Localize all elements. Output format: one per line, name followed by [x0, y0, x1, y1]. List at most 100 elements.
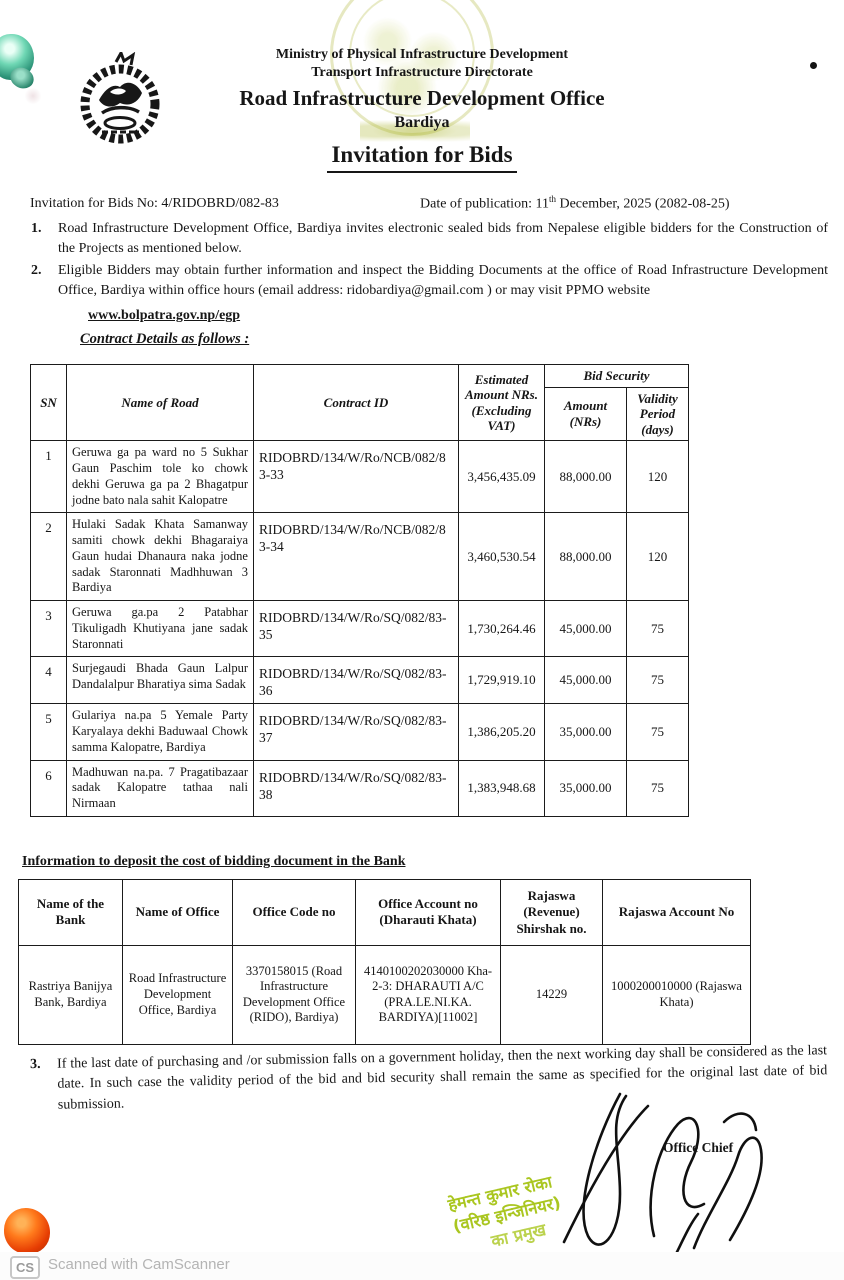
- cell-bid-security-amount: 45,000.00: [544, 656, 627, 705]
- cell-contract-id: RIDOBRD/134/W/Ro/SQ/082/83- 35: [253, 600, 459, 658]
- cell-estimated-amount: 3,460,530.54: [458, 512, 545, 602]
- clause-3-number: 3.: [29, 1056, 41, 1073]
- cell-validity-period: 75: [626, 600, 689, 658]
- clause-1: 1. Road Infrastructure Development Offic…: [0, 219, 844, 260]
- cell-sn: 1: [30, 440, 67, 514]
- cell-road-name: Gulariya na.pa 5 Yemale Party Karyalaya …: [66, 703, 254, 761]
- header-rajaswa-account: Rajaswa Account No: [602, 879, 751, 946]
- office-place: Bardiya: [394, 114, 450, 132]
- header-office-name: Name of Office: [122, 879, 233, 946]
- contract-row: 5 Gulariya na.pa 5 Yemale Party Karyalay…: [30, 703, 689, 761]
- red-pushpin: [4, 1208, 50, 1254]
- cell-sn: 5: [30, 703, 67, 761]
- cell-bid-security-amount: 35,000.00: [544, 703, 627, 761]
- cell-bank-name: Rastriya Banijya Bank, Bardiya: [18, 944, 123, 1045]
- cell-contract-id: RIDOBRD/134/W/Ro/NCB/082/8 3-34: [253, 512, 459, 602]
- cell-validity-period: 75: [626, 759, 689, 817]
- camscanner-label: Scanned with CamScanner: [48, 1256, 230, 1273]
- cell-road-name: Madhuwan na.pa. 7 Pragatibazaar sadak Ka…: [66, 759, 254, 817]
- cell-bid-security-amount: 88,000.00: [544, 440, 627, 514]
- bank-table-grid: Name of the Bank Name of Office Office C…: [18, 879, 751, 1045]
- header-contract-id: Contract ID: [253, 363, 459, 442]
- bank-row: Rastriya Banijya Bank, Bardiya Road Infr…: [18, 944, 751, 1045]
- publication-date-label: Date of publication: 11: [420, 196, 549, 212]
- bank-table-body: Rastriya Banijya Bank, Bardiya Road Infr…: [18, 944, 751, 1045]
- bank-section-title: Information to deposit the cost of biddi…: [22, 854, 406, 869]
- cell-sn: 4: [30, 656, 67, 705]
- handwritten-signature: [562, 1092, 763, 1260]
- clause-2-text: Eligible Bidders may obtain further info…: [58, 263, 828, 299]
- header-office-account: Office Account no (Dharauti Khata): [355, 879, 501, 946]
- header-bank-name: Name of the Bank: [18, 879, 123, 946]
- office-chief-label: Office Chief: [663, 1140, 734, 1155]
- clause-1-number: 1.: [31, 221, 42, 236]
- bid-number: Invitation for Bids No: 4/RIDOBRD/082-83: [30, 196, 279, 211]
- paper-smudge: [24, 88, 42, 104]
- cell-estimated-amount: 1,383,948.68: [458, 759, 545, 817]
- cell-bid-security-amount: 88,000.00: [544, 512, 627, 602]
- cell-estimated-amount: 1,386,205.20: [458, 703, 545, 761]
- ink-speck: [810, 62, 817, 69]
- bank-table-header: Name of the Bank Name of Office Office C…: [18, 879, 751, 946]
- cell-office-name: Road Infrastructure Development Office, …: [122, 944, 233, 1045]
- cell-contract-id: RIDOBRD/134/W/Ro/SQ/082/83- 37: [253, 703, 459, 761]
- publication-date-value: December, 2025 (2082-08-25): [555, 196, 730, 212]
- contracts-table-body: 1 Geruwa ga pa ward no 5 Sukhar Gaun Pas…: [30, 440, 689, 817]
- cell-contract-id: RIDOBRD/134/W/Ro/NCB/082/8 3-33: [253, 440, 459, 514]
- ppmo-website-url: www.bolpatra.gov.np/egp: [88, 308, 241, 323]
- cell-estimated-amount: 3,456,435.09: [458, 440, 545, 514]
- contract-row: 1 Geruwa ga pa ward no 5 Sukhar Gaun Pas…: [30, 440, 689, 514]
- cell-validity-period: 75: [626, 703, 689, 761]
- nepal-emblem-logo: [80, 52, 160, 144]
- office-name: Road Infrastructure Development Office: [239, 86, 605, 110]
- faint-office-stamp-inner: [349, 0, 475, 117]
- camscanner-icon: CS: [10, 1256, 40, 1279]
- cell-sn: 6: [30, 759, 67, 817]
- contracts-table-header: SN Name of Road Contract ID Estimated Am…: [30, 363, 689, 442]
- cell-sn: 2: [30, 512, 67, 602]
- clause-2-number: 2.: [31, 263, 42, 278]
- cell-road-name: Geruwa ga.pa 2 Patabhar Tikuligadh Khuti…: [66, 600, 254, 658]
- cell-sn: 3: [30, 600, 67, 658]
- contracts-table: SN Name of Road Contract ID Estimated Am…: [30, 363, 689, 817]
- header-security-amount: Amount (NRs): [544, 386, 627, 442]
- cell-bid-security-amount: 45,000.00: [544, 600, 627, 658]
- ministry-name: Ministry of Physical Infrastructure Deve…: [275, 47, 569, 62]
- camscanner-bar: CS Scanned with CamScanner: [0, 1252, 844, 1280]
- contracts-table-grid: SN Name of Road Contract ID Estimated Am…: [30, 363, 689, 817]
- header-office-code: Office Code no: [232, 879, 356, 946]
- cell-validity-period: 75: [626, 656, 689, 705]
- contract-row: 6 Madhuwan na.pa. 7 Pragatibazaar sadak …: [30, 759, 689, 817]
- cell-validity-period: 120: [626, 512, 689, 602]
- clause-2: 2. Eligible Bidders may obtain further i…: [0, 261, 844, 302]
- cell-rajaswa-account: 1000200010000 (Rajaswa Khata): [602, 944, 751, 1045]
- faint-stamp-blotch: [360, 118, 470, 144]
- cell-road-name: Geruwa ga pa ward no 5 Sukhar Gaun Pasch…: [66, 440, 254, 514]
- header-sn: SN: [30, 363, 67, 442]
- cell-estimated-amount: 1,729,919.10: [458, 656, 545, 705]
- cell-contract-id: RIDOBRD/134/W/Ro/SQ/082/83- 36: [253, 656, 459, 705]
- header-validity: Validity Period (days): [626, 386, 689, 442]
- bank-table: Name of the Bank Name of Office Office C…: [18, 879, 751, 1045]
- header-bid-security: Bid Security: [544, 364, 689, 388]
- contract-row: 3 Geruwa ga.pa 2 Patabhar Tikuligadh Khu…: [30, 600, 689, 658]
- clause-1-text: Road Infrastructure Development Office, …: [58, 221, 828, 257]
- contract-row: 4 Surjegaudi Bhada Gaun Lalpur Dandalalp…: [30, 656, 689, 705]
- cell-contract-id: RIDOBRD/134/W/Ro/SQ/082/83- 38: [253, 759, 459, 817]
- cell-office-code: 3370158015 (Road Infrastructure Developm…: [232, 944, 356, 1045]
- cell-office-account: 4140100202030000 Kha-2-3: DHARAUTI A/C (…: [355, 944, 501, 1045]
- cell-validity-period: 120: [626, 440, 689, 514]
- publication-date: Date of publication: 11th December, 2025…: [420, 194, 730, 213]
- cell-road-name: Surjegaudi Bhada Gaun Lalpur Dandalalpur…: [66, 656, 254, 705]
- date-ordinal-suffix: th: [548, 194, 556, 204]
- directorate-name: Transport Infrastructure Directorate: [311, 64, 533, 80]
- cell-rajaswa-shirshak: 14229: [500, 944, 603, 1045]
- cell-road-name: Hulaki Sadak Khata Samanway samiti chowk…: [66, 512, 254, 602]
- header-estimated-amount: Estimated Amount NRs. (Excluding VAT): [458, 363, 545, 442]
- contract-details-label: Contract Details as follows :: [80, 331, 250, 347]
- document-header: Ministry of Physical Infrastructure Deve…: [0, 46, 844, 173]
- cell-estimated-amount: 1,730,264.46: [458, 600, 545, 658]
- faint-office-stamp: [330, 0, 494, 136]
- header-rajaswa-shirshak: Rajaswa (Revenue) Shirshak no.: [500, 879, 603, 946]
- contract-row: 2 Hulaki Sadak Khata Samanway samiti cho…: [30, 512, 689, 602]
